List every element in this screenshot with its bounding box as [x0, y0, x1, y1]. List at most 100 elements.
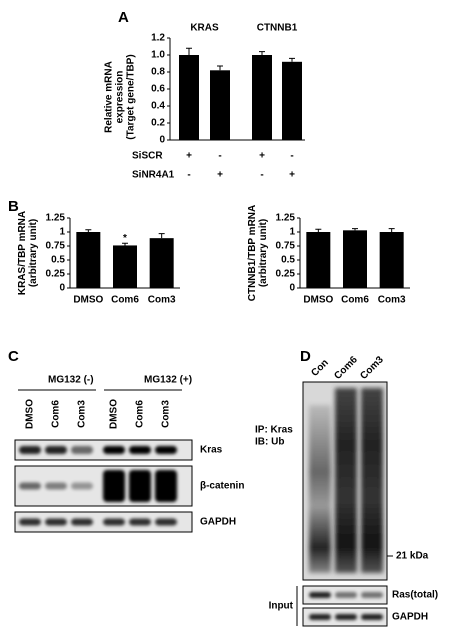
blot-band: [19, 482, 41, 490]
error-bar: [315, 228, 322, 232]
ip-label: IP: Kras: [255, 425, 293, 436]
condition-label: SiNR4A1: [132, 170, 175, 181]
bar: [76, 232, 101, 288]
panel-label: D: [300, 348, 311, 365]
lane-label: Com6: [332, 354, 360, 382]
blot-band: [71, 446, 93, 454]
lane-label: DMSO: [109, 399, 120, 429]
panel-label: B: [8, 198, 19, 215]
y-axis-label: (Target gene/TBP): [126, 54, 137, 139]
y-tick-label: 1.2: [151, 33, 165, 44]
y-tick-label: 0.6: [151, 84, 165, 95]
blot-band: [71, 482, 93, 490]
blot-band: [19, 518, 41, 526]
group-label: CTNNB1: [257, 23, 298, 34]
condition-label: SiSCR: [132, 151, 163, 162]
condition-sign: +: [289, 170, 295, 181]
panel-label: A: [118, 9, 129, 26]
blot-band: [129, 518, 151, 526]
bar: [379, 232, 404, 288]
blot-band: [45, 518, 67, 526]
bar: [179, 55, 199, 140]
blot-band: [335, 614, 357, 620]
condition-sign: +: [259, 151, 265, 162]
group-label: MG132 (+): [144, 375, 192, 386]
y-tick-label: 0.2: [151, 118, 165, 129]
blot-band: [155, 518, 177, 526]
y-tick-label: 1: [59, 227, 65, 238]
condition-sign: +: [217, 170, 223, 181]
x-tick-label: Com6: [111, 295, 139, 306]
lane-label: Com3: [161, 400, 172, 428]
blot-band: [361, 592, 383, 598]
y-axis-label: Relative mRNA: [104, 61, 115, 133]
error-bar: [85, 229, 92, 232]
y-tick-label: 1.0: [151, 50, 165, 61]
y-tick-label: 0.25: [46, 269, 66, 280]
error-bar: [388, 228, 395, 232]
row-label: β-catenin: [200, 481, 244, 492]
y-tick-label: 0.5: [51, 255, 65, 266]
x-tick-label: Com6: [341, 295, 369, 306]
y-tick-label: 1.25: [46, 213, 66, 224]
x-tick-label: Com3: [378, 295, 406, 306]
row-label: GAPDH: [392, 612, 428, 623]
error-bar: [259, 51, 265, 55]
blot-band: [45, 482, 67, 490]
y-axis-label: CTNNB1/TBP mRNA: [247, 205, 258, 302]
group-label: MG132 (-): [48, 375, 94, 386]
y-tick-label: 0: [59, 283, 65, 294]
blot-band: [155, 446, 177, 454]
lane-label: Com3: [358, 354, 386, 382]
blot-band: [71, 518, 93, 526]
blot-band: [155, 470, 177, 502]
y-tick-label: 0.75: [46, 241, 66, 252]
bar: [113, 245, 137, 288]
marker-label: 21 kDa: [396, 551, 429, 562]
x-tick-label: Com3: [148, 295, 176, 306]
condition-sign: -: [218, 151, 221, 162]
row-label: Ras(total): [392, 590, 438, 601]
y-tick-label: 0: [159, 135, 165, 146]
annotation: *: [123, 233, 127, 244]
blot-band: [45, 446, 67, 454]
input-label: Input: [269, 601, 294, 612]
row-label: Kras: [200, 445, 223, 456]
x-tick-label: DMSO: [73, 295, 103, 306]
lane-label: Con: [309, 357, 331, 379]
error-bar: [217, 65, 223, 71]
blot-band: [103, 446, 125, 454]
ib-label: IB: Ub: [255, 437, 284, 448]
bar: [306, 232, 331, 288]
y-tick-label: 1.25: [276, 213, 296, 224]
blot-band: [103, 470, 125, 502]
y-tick-label: 0: [289, 283, 295, 294]
bar: [282, 61, 302, 140]
blot-smear: [335, 388, 357, 573]
lane-label: Com3: [77, 400, 88, 428]
blot-band: [309, 614, 331, 620]
y-tick-label: 0.8: [151, 67, 165, 78]
y-tick-label: 0.75: [276, 241, 296, 252]
y-tick-label: 0.25: [276, 269, 296, 280]
lane-label: Com6: [135, 400, 146, 428]
bar: [149, 238, 174, 288]
y-tick-label: 0.4: [151, 101, 165, 112]
y-axis-label: (arbitrary unit): [28, 219, 39, 287]
panel-label: C: [8, 348, 19, 365]
condition-sign: +: [186, 151, 192, 162]
blot-band: [335, 592, 357, 598]
blot-band: [129, 470, 151, 502]
lane-label: DMSO: [25, 399, 36, 429]
error-bar: [289, 57, 295, 62]
error-bar: [186, 47, 192, 55]
condition-sign: -: [290, 151, 293, 162]
y-axis-label: KRAS/TBP mRNA: [17, 211, 28, 295]
blot-smear: [309, 405, 331, 573]
blot-band: [19, 446, 41, 454]
bar: [210, 70, 230, 140]
blot-smear: [361, 388, 383, 573]
bar: [252, 55, 272, 140]
error-bar: [122, 242, 128, 246]
